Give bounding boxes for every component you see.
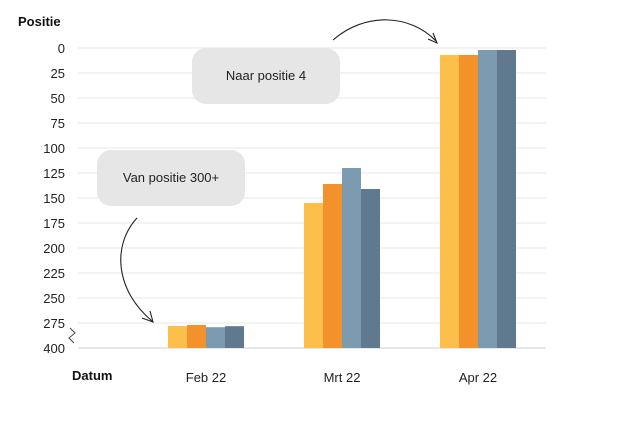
- y-tick-label: 75: [51, 116, 65, 131]
- bar: [323, 184, 342, 348]
- x-tick-labels: Feb 22 Mrt 22 Apr 22: [186, 370, 497, 385]
- bar: [478, 50, 497, 348]
- annotation-from-arrow: [120, 217, 153, 322]
- y-tick-label: 200: [43, 241, 65, 256]
- x-tick-label: Apr 22: [459, 370, 497, 385]
- annotation-to-arrow: [332, 19, 437, 42]
- bar: [168, 326, 187, 348]
- bar: [440, 55, 459, 348]
- x-tick-label: Mrt 22: [324, 370, 361, 385]
- x-axis-title: Datum: [72, 368, 112, 383]
- bar: [304, 203, 323, 348]
- bar: [187, 325, 206, 348]
- bar: [497, 50, 516, 348]
- y-tick-label: 175: [43, 216, 65, 231]
- bar: [361, 189, 380, 348]
- y-tick-label: 225: [43, 266, 65, 281]
- y-tick-label: 100: [43, 141, 65, 156]
- bar: [206, 327, 225, 348]
- bar: [225, 326, 244, 348]
- annotation-to-arrowhead: [427, 32, 439, 45]
- annotation-from-arrowhead: [141, 310, 154, 323]
- axis-break-marker: [68, 327, 76, 344]
- y-axis-title: Positie: [18, 14, 61, 29]
- bar: [342, 168, 361, 348]
- y-tick-label: 125: [43, 166, 65, 181]
- y-tick-label: 250: [43, 291, 65, 306]
- y-tick-label: 50: [51, 91, 65, 106]
- x-tick-label: Feb 22: [186, 370, 226, 385]
- y-tick-label: 275: [43, 316, 65, 331]
- y-tick-label: 150: [43, 191, 65, 206]
- annotation-bubble-to: [192, 48, 340, 104]
- y-tick-labels: 0 25 50 75 100 125 150 175 200 225 250 275 400: [43, 41, 65, 356]
- y-tick-label: 0: [58, 41, 65, 56]
- annotation-from-text: Van positie 300+: [123, 170, 219, 185]
- bars: [168, 50, 516, 348]
- bar: [459, 55, 478, 348]
- annotation-to-text: Naar positie 4: [226, 68, 306, 83]
- annotation-bubble-from: [97, 150, 245, 206]
- y-tick-label: 400: [43, 341, 65, 356]
- y-tick-label: 25: [51, 66, 65, 81]
